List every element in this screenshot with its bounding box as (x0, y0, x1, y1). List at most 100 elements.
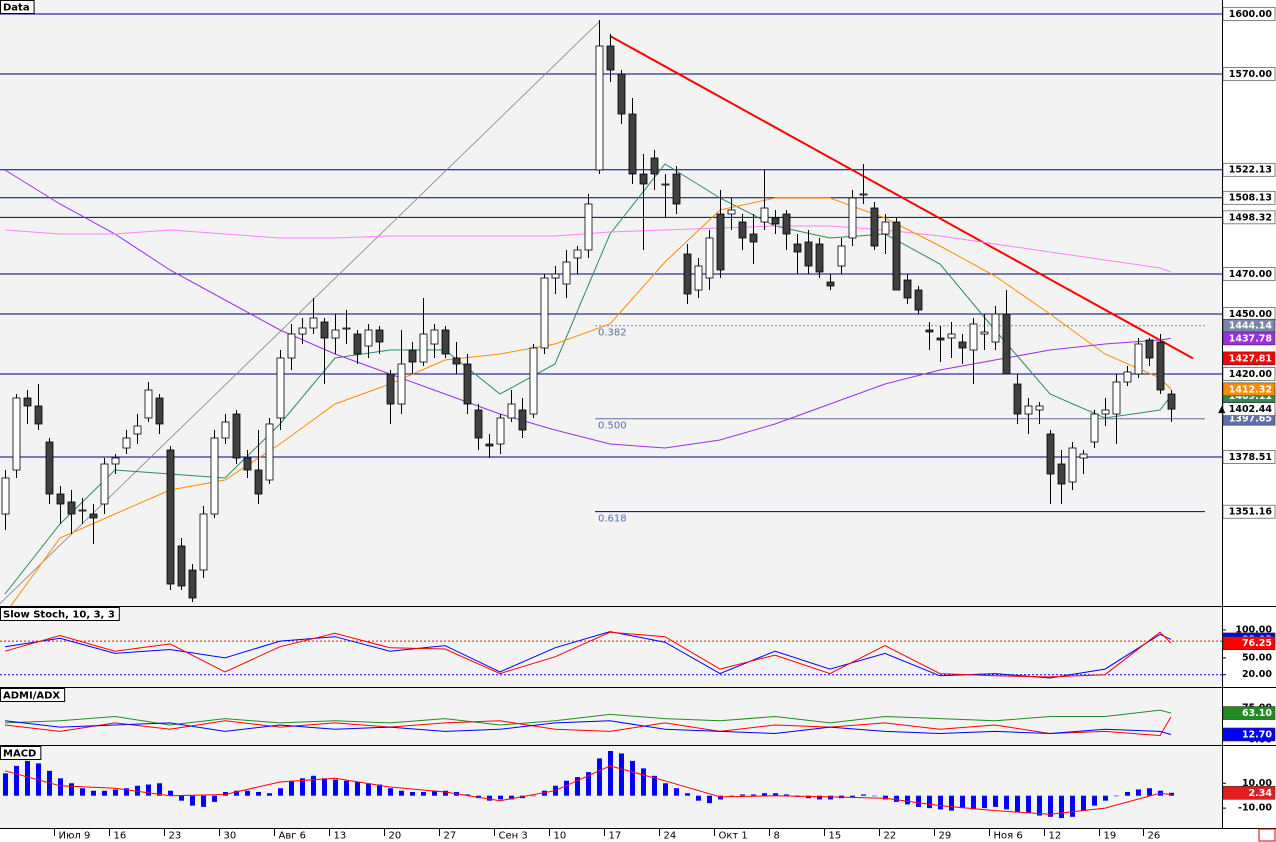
candle-body (12, 397, 21, 471)
indicator-line (4, 631, 1172, 678)
candle-body (408, 349, 417, 363)
macd-bar (575, 777, 580, 796)
candle-body (254, 469, 263, 495)
candle-body (353, 333, 362, 355)
macd-bar (531, 795, 536, 797)
x-tick-label: 15 (829, 831, 842, 842)
plot-group (0, 631, 1222, 679)
fib-tag: 1444.14 (1229, 321, 1273, 332)
fib-tag: 1351.16 (1229, 507, 1273, 518)
corner-icon[interactable] (1258, 828, 1276, 842)
panel-title: MACD (3, 749, 36, 760)
macd-bar (564, 780, 569, 796)
macd-bar (652, 775, 657, 796)
macd-bar (641, 768, 646, 796)
macd-bar (498, 795, 503, 800)
candle-body (133, 425, 142, 435)
macd-bar (718, 795, 723, 800)
macd-bar (1147, 788, 1152, 796)
x-tick-label: Окт 1 (719, 831, 748, 842)
x-tick-label: 30 (224, 831, 237, 842)
macd-bar (245, 790, 250, 796)
macd-bar (685, 793, 690, 796)
candle-body (199, 513, 208, 571)
level-tag-box (1222, 267, 1276, 281)
macd-bar (344, 780, 349, 796)
macd-bar (850, 795, 855, 797)
macd-bar (608, 750, 613, 796)
macd-bar (267, 793, 272, 796)
x-tick-label: 13 (334, 831, 347, 842)
moving-average (4, 225, 1172, 273)
candle-body (1167, 393, 1176, 410)
candle-body (617, 73, 626, 115)
macd-bar (1125, 791, 1130, 796)
candle-body (848, 197, 857, 239)
panel-title-box (0, 0, 35, 14)
candle-body (452, 357, 461, 365)
candle-body (485, 443, 494, 447)
level-tag: 1508.13 (1229, 193, 1272, 204)
ma-tag: 1412.32 (1229, 384, 1272, 395)
macd-bar (960, 795, 965, 809)
candle-body (287, 333, 296, 359)
macd-bar (399, 790, 404, 796)
macd-bar (157, 783, 162, 796)
level-tag-box (1222, 190, 1276, 205)
ma-tag: 1409.11 (1229, 391, 1272, 402)
candle-body (397, 363, 406, 405)
macd-bar (443, 790, 448, 796)
candle-body (496, 417, 505, 445)
level-tag: 1470.00 (1229, 269, 1273, 280)
panel-title: Data (3, 3, 30, 14)
level-tag-box (1222, 162, 1276, 177)
x-tick-label: 10 (554, 831, 567, 842)
macd-bar (1070, 795, 1075, 817)
trend-tag: 1427.81 (1229, 353, 1272, 364)
candle-body (573, 249, 582, 259)
macd-bar (993, 795, 998, 807)
x-tick-label: 20 (389, 831, 402, 842)
macd-bar (938, 795, 943, 810)
candle-body (562, 261, 571, 285)
candle-body (364, 329, 373, 347)
plot-background (0, 0, 1222, 828)
candle-body (650, 157, 659, 175)
x-tick-label: 22 (884, 831, 897, 842)
x-tick-label: 23 (169, 831, 182, 842)
macd-bar (289, 780, 294, 796)
macd-bar (1114, 795, 1119, 797)
candle-body (1068, 447, 1077, 483)
candle-body (694, 265, 703, 291)
candle-body (782, 213, 791, 235)
candle-body (34, 405, 43, 425)
macd-bar (234, 790, 239, 796)
macd-bar (949, 795, 954, 811)
candle-body (672, 173, 681, 205)
macd-bar (487, 795, 492, 801)
macd-bar (432, 790, 437, 796)
candle-body (903, 279, 912, 299)
candle-body (243, 457, 252, 471)
macd-bar (674, 788, 679, 796)
macd-bar (982, 795, 987, 809)
level-tag: 1378.51 (1229, 452, 1272, 463)
macd-bar (707, 795, 712, 804)
x-tick-label: Ноя 6 (994, 831, 1023, 842)
macd-bar (1037, 795, 1042, 816)
candle-body (804, 241, 813, 267)
candle-body (122, 437, 131, 449)
candle-body (837, 245, 846, 267)
candle-body (232, 413, 241, 459)
macd-bar (806, 795, 811, 799)
candle-body (892, 221, 901, 291)
trend-line (609, 35, 1194, 360)
macd-bar (135, 785, 140, 796)
candle-body (738, 221, 747, 239)
candle-body (45, 441, 54, 495)
candle-body (89, 513, 98, 519)
x-tick-label: 26 (1148, 831, 1161, 842)
macd-bar (1004, 795, 1009, 810)
candle-body (386, 373, 395, 405)
